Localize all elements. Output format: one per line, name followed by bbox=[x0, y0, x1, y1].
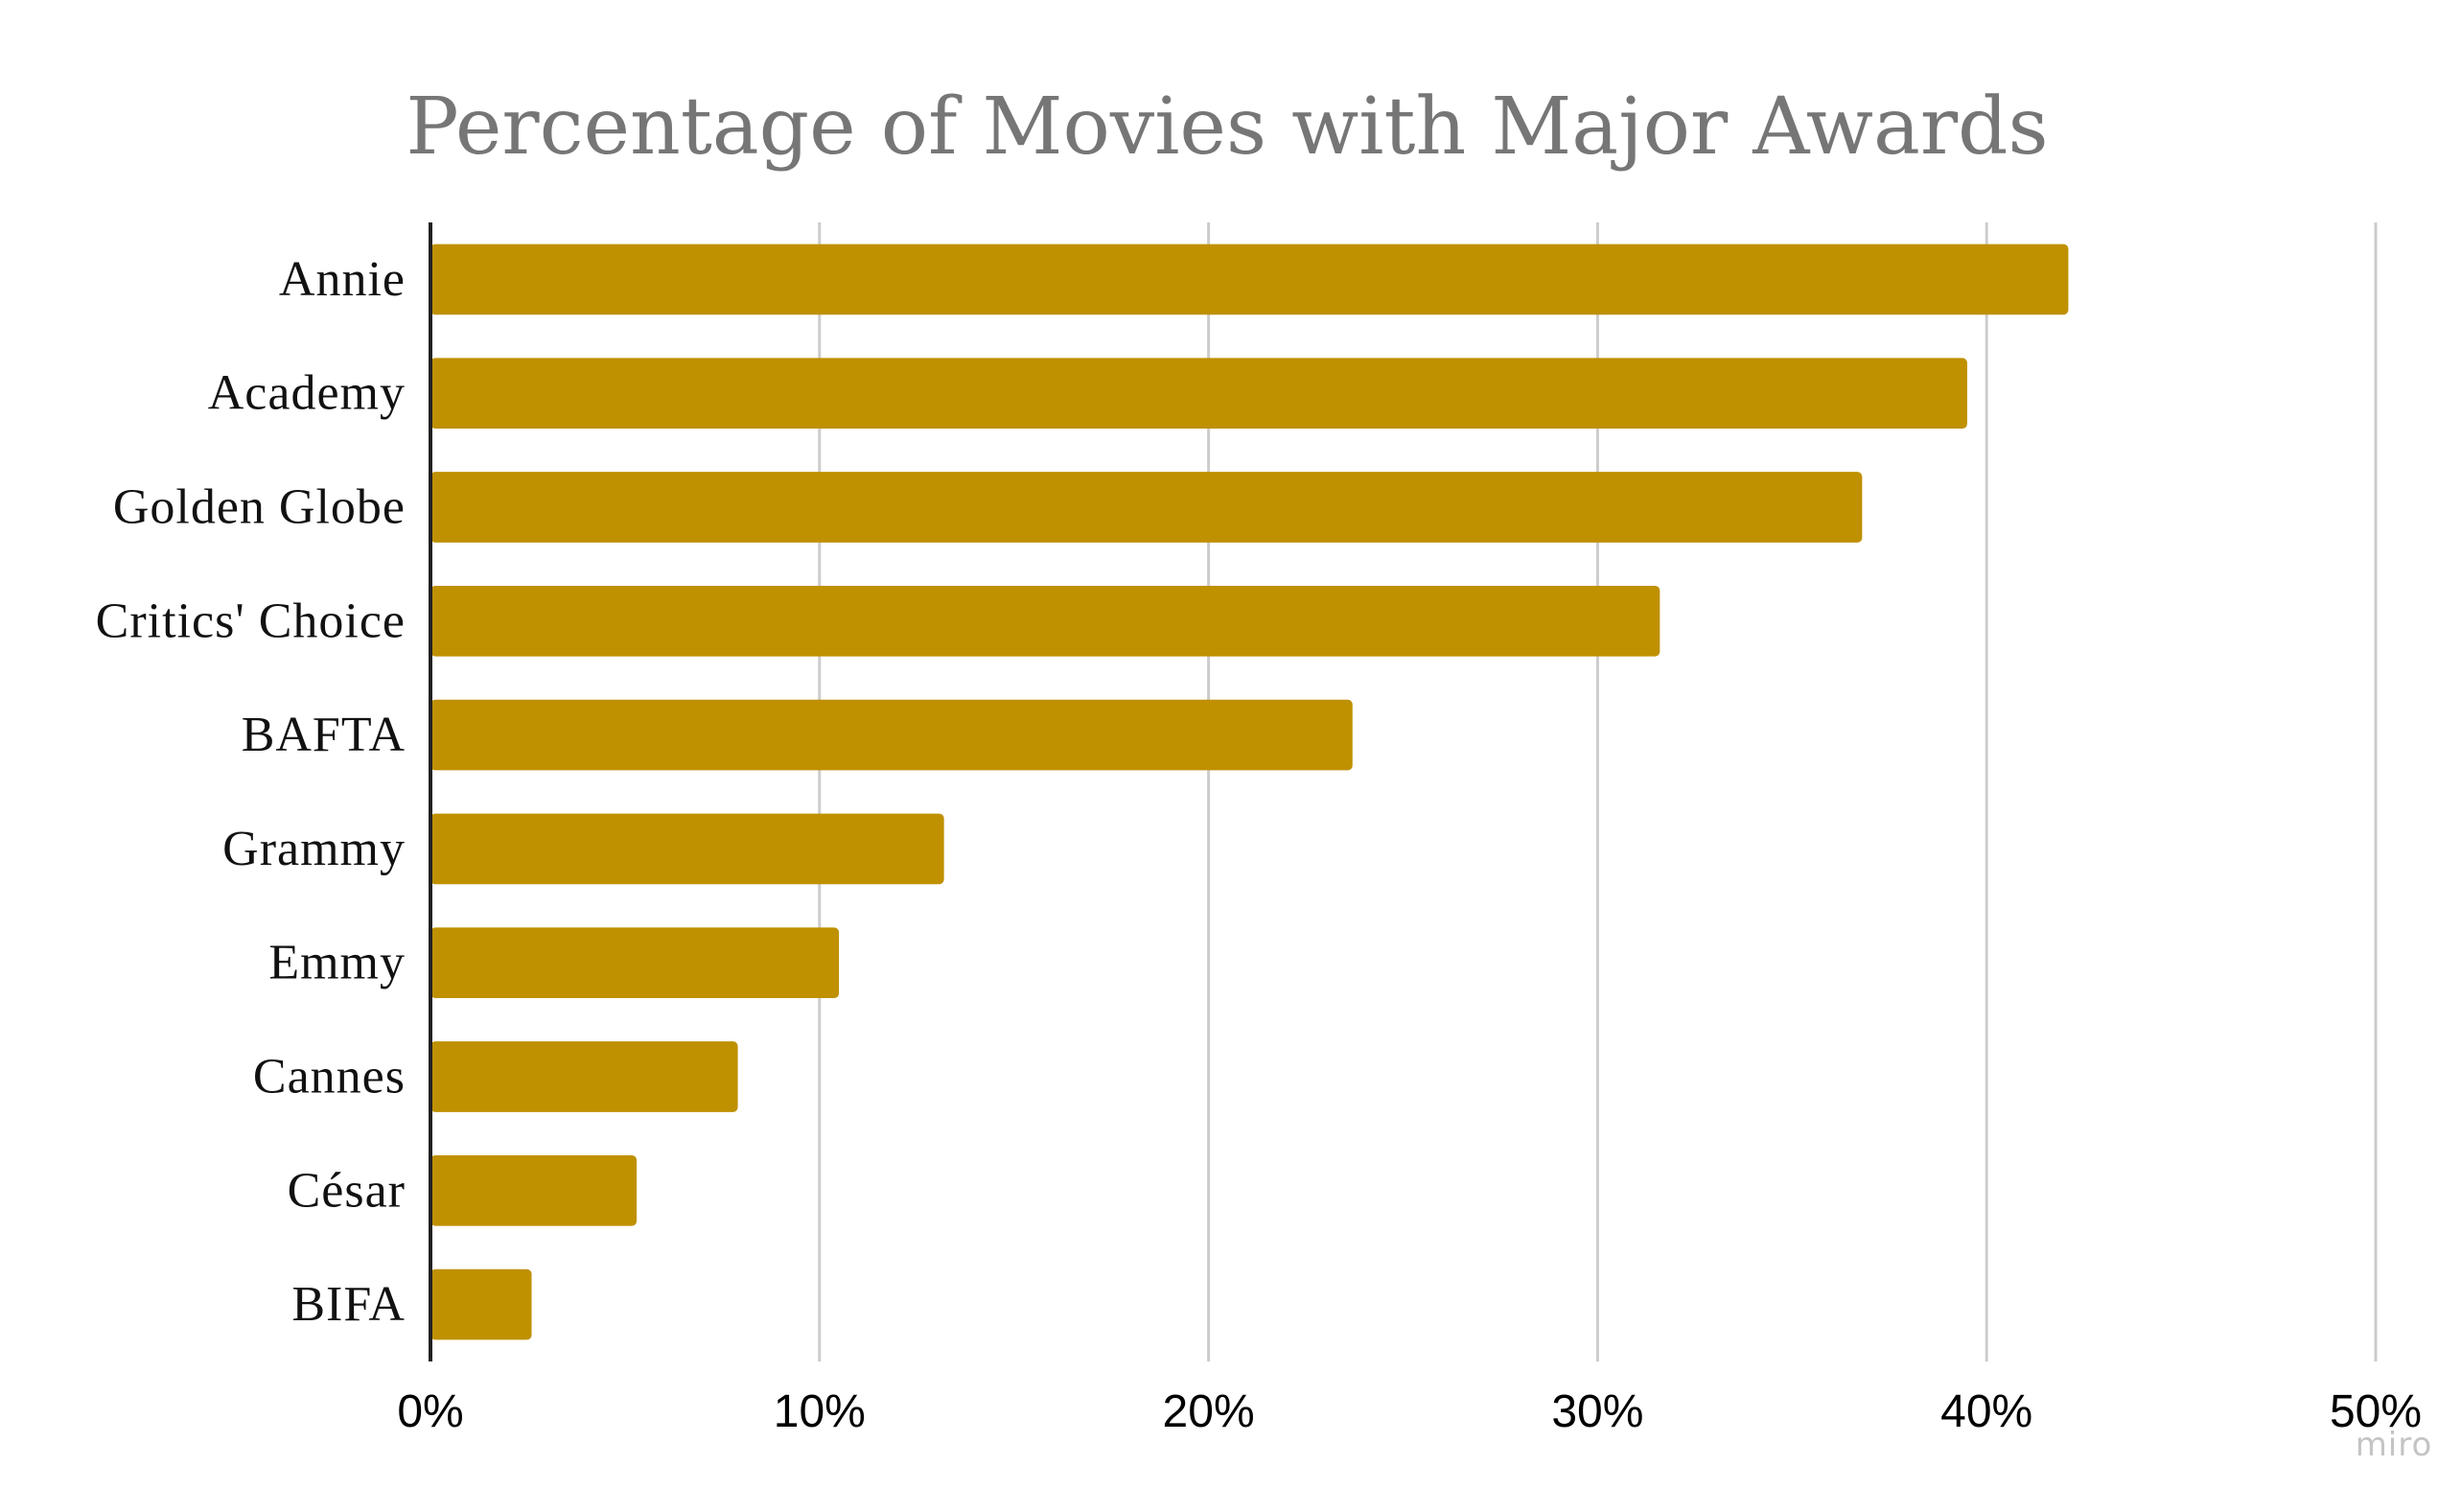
bar bbox=[430, 813, 944, 885]
chart-title: Percentage of Movies with Major Awards bbox=[406, 81, 2048, 173]
bar bbox=[430, 1041, 738, 1112]
bar bbox=[430, 699, 1353, 771]
category-label: César bbox=[288, 1163, 406, 1218]
category-label: Grammy bbox=[222, 822, 406, 876]
category-label: Emmy bbox=[268, 936, 406, 990]
bar bbox=[430, 927, 840, 999]
bar bbox=[430, 244, 2069, 315]
miro-watermark: miro bbox=[2356, 1426, 2433, 1464]
x-tick-labels: 0% 10% 20% 30% 40% 50% bbox=[397, 1386, 2422, 1437]
category-label: BIFA bbox=[291, 1277, 406, 1332]
category-label: BAFTA bbox=[242, 708, 406, 762]
x-tick-label: 20% bbox=[1163, 1386, 1255, 1437]
x-tick-label: 50% bbox=[2330, 1386, 2422, 1437]
bar bbox=[430, 1268, 532, 1340]
category-label: Critics' Choice bbox=[96, 593, 406, 648]
x-tick-label: 10% bbox=[774, 1386, 866, 1437]
category-label: Annie bbox=[279, 252, 406, 307]
bar bbox=[430, 1154, 638, 1226]
category-label: Golden Globe bbox=[113, 480, 406, 535]
category-label: Cannes bbox=[253, 1050, 406, 1105]
category-labels: Annie Academy Golden Globe Critics' Choice B… bbox=[96, 252, 406, 1332]
bar bbox=[430, 358, 1967, 430]
bars bbox=[430, 244, 2069, 1340]
bar bbox=[430, 585, 1660, 657]
x-tick-label: 30% bbox=[1551, 1386, 1643, 1437]
bar bbox=[430, 472, 1863, 543]
x-tick-label: 40% bbox=[1940, 1386, 2032, 1437]
category-label: Academy bbox=[208, 366, 406, 421]
x-tick-label: 0% bbox=[397, 1386, 463, 1437]
